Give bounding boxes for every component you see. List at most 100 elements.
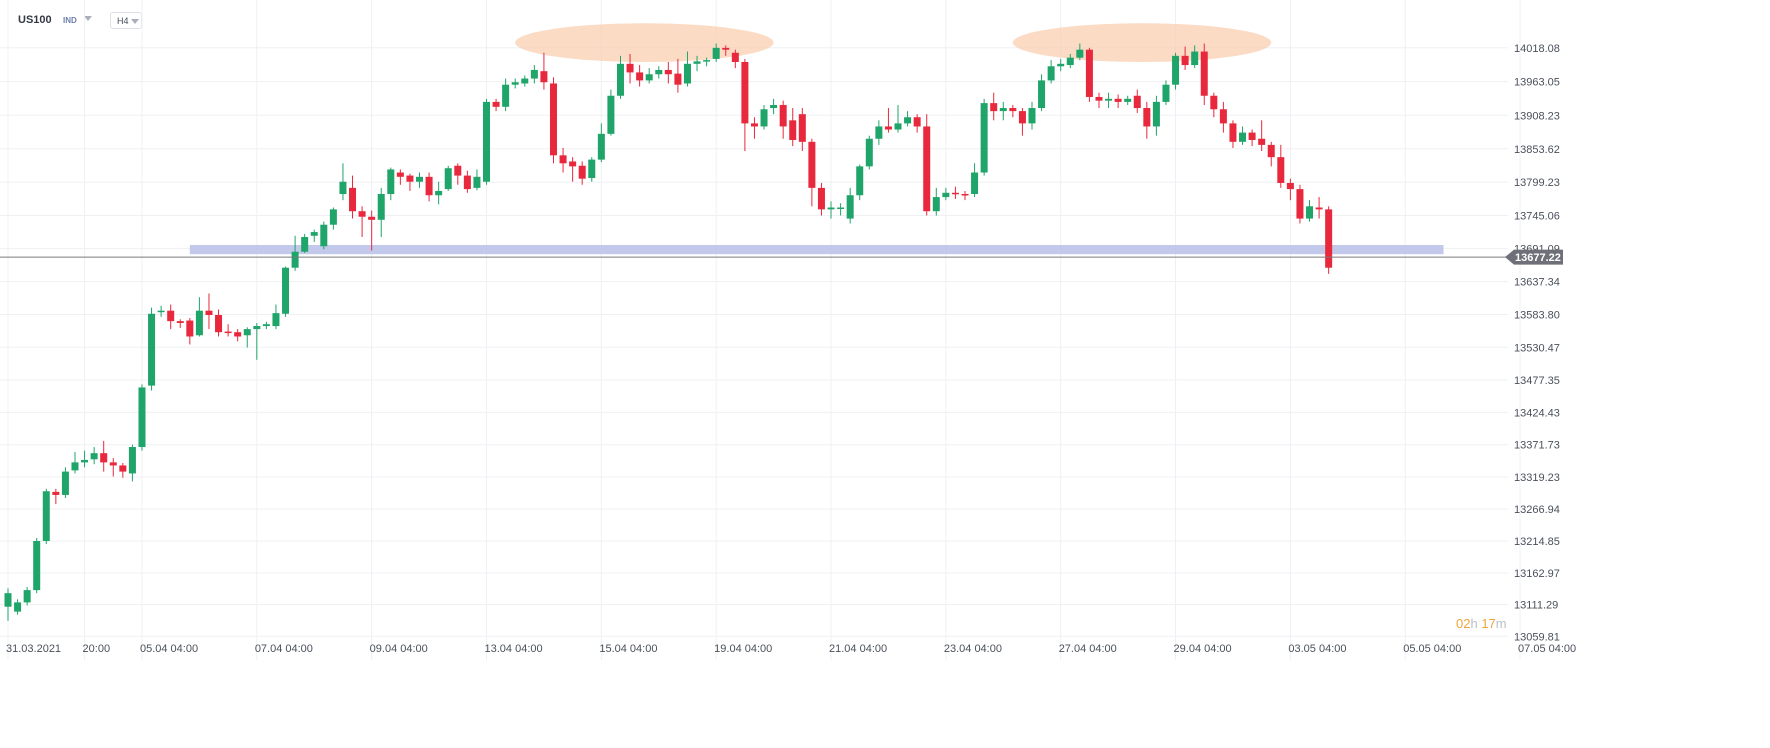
candle-body xyxy=(1219,109,1227,124)
candle-body xyxy=(291,251,299,268)
candle-body xyxy=(349,187,357,212)
price-tick-label: 13853.62 xyxy=(1514,144,1560,156)
candle-body xyxy=(224,331,232,334)
time-tick-label: 29.04 04:00 xyxy=(1174,643,1232,655)
candle-body xyxy=(100,453,108,463)
candle-body xyxy=(588,159,596,179)
candle-body xyxy=(492,101,500,107)
time-tick-label: 19.04 04:00 xyxy=(714,643,772,655)
candle-body xyxy=(951,192,959,195)
candle-body xyxy=(674,73,682,85)
candle-body xyxy=(406,175,414,182)
candle-body xyxy=(664,69,672,75)
time-tick-label: 27.04 04:00 xyxy=(1059,643,1117,655)
candle-body xyxy=(1325,209,1333,268)
candle-body xyxy=(511,82,519,85)
symbol-label[interactable]: US100 xyxy=(18,14,52,26)
candle-body xyxy=(779,104,787,127)
candle-body xyxy=(1258,138,1266,145)
candle-body xyxy=(310,232,318,236)
candle-body xyxy=(693,61,701,64)
price-tick-label: 13963.05 xyxy=(1514,77,1560,89)
candle-body xyxy=(904,117,912,124)
candle-body xyxy=(425,176,433,196)
current-price-label-bg xyxy=(1505,249,1563,265)
countdown-hours: 02 xyxy=(1456,616,1471,631)
candle-body xyxy=(607,95,615,134)
candle-body xyxy=(444,168,452,190)
candle-body xyxy=(1066,57,1074,66)
candle-body xyxy=(52,491,60,495)
candle-body xyxy=(61,471,69,495)
candle-body xyxy=(865,138,873,167)
candle-body xyxy=(1296,189,1304,219)
candle-body xyxy=(875,126,883,139)
candle-body xyxy=(463,175,471,190)
candle-body xyxy=(597,133,605,160)
candle-body xyxy=(817,187,825,210)
candle-body xyxy=(435,190,443,196)
candle-body xyxy=(1248,132,1256,140)
candle-body xyxy=(454,165,462,176)
candle-body xyxy=(23,590,31,603)
candle-body xyxy=(521,78,529,84)
candle-body xyxy=(186,320,194,337)
candle-body xyxy=(990,103,998,112)
candle-body xyxy=(808,141,816,188)
candle-body xyxy=(42,491,50,541)
candle-body xyxy=(14,602,22,612)
time-tick-label: 03.05 04:00 xyxy=(1288,643,1346,655)
candle-body xyxy=(33,540,41,591)
candle-body xyxy=(195,310,203,336)
price-tick-label: 13214.85 xyxy=(1514,536,1560,548)
price-tick-label: 13424.43 xyxy=(1514,407,1560,419)
candle-body xyxy=(731,52,739,62)
candle-body xyxy=(1286,182,1294,190)
candle-body xyxy=(502,84,510,107)
candle-body xyxy=(846,195,854,219)
candle-body xyxy=(1306,206,1314,219)
time-tick-label: 21.04 04:00 xyxy=(829,643,887,655)
price-tick-label: 13477.35 xyxy=(1514,375,1560,387)
price-tick-label: 13908.23 xyxy=(1514,110,1560,122)
candle-body xyxy=(90,453,98,460)
instrument-type-badge: IND xyxy=(63,16,77,25)
candle-body xyxy=(262,324,270,327)
candle-body xyxy=(1009,108,1017,112)
candle-body xyxy=(741,61,749,124)
candle-body xyxy=(205,310,213,315)
time-tick-label: 23.04 04:00 xyxy=(944,643,1002,655)
candle-body xyxy=(1200,51,1208,96)
candle-body xyxy=(1124,98,1132,102)
price-tick-label: 13266.94 xyxy=(1514,504,1560,516)
price-axis: 14018.08 13963.05 13908.23 13853.62 13799.23… xyxy=(1505,43,1563,643)
timeframe-chevron-down-icon xyxy=(131,19,139,24)
candle-body xyxy=(932,197,940,212)
price-tick-label: 13637.34 xyxy=(1514,277,1560,289)
candle-body xyxy=(1229,123,1237,142)
candle-body xyxy=(329,209,337,225)
candle-body xyxy=(396,172,404,177)
candle-body xyxy=(1133,95,1141,109)
candle-body xyxy=(128,447,136,474)
candle-body xyxy=(1028,108,1036,124)
price-tick-label: 13583.80 xyxy=(1514,310,1560,322)
price-tick-label: 13319.23 xyxy=(1514,472,1560,484)
time-tick-label: 15.04 04:00 xyxy=(599,643,657,655)
candle-body xyxy=(473,176,481,188)
candle-body xyxy=(1239,132,1247,142)
time-axis: 31.03.2021 20:00 05.04 04:00 07.04 04:00 09.… xyxy=(6,643,1576,655)
candle-body xyxy=(157,310,165,313)
candle-body xyxy=(540,71,548,83)
price-tick-label: 13530.47 xyxy=(1514,342,1560,354)
support-zone-band xyxy=(189,244,1444,255)
candle-body xyxy=(837,207,845,210)
candle-body xyxy=(301,237,309,252)
candle-body xyxy=(272,313,280,327)
candle-body xyxy=(1315,207,1323,210)
candle-body xyxy=(616,63,624,96)
candle-body xyxy=(856,166,864,196)
symbol-dropdown-chevron-down-icon[interactable] xyxy=(84,16,92,21)
candle-body xyxy=(1267,144,1275,158)
